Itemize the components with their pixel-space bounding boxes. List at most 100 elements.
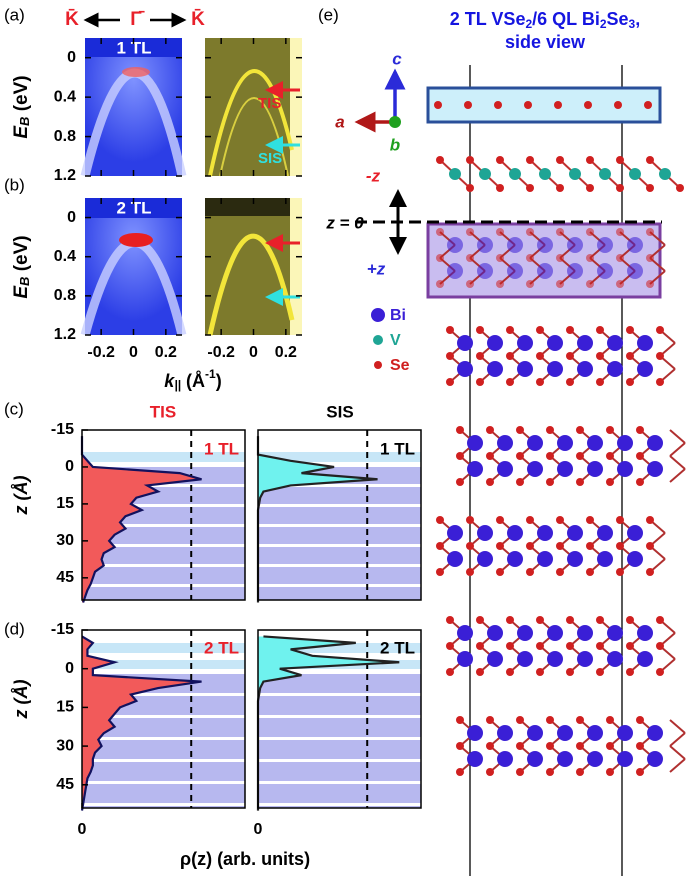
atom [479, 168, 491, 180]
atom [606, 716, 614, 724]
atom [626, 326, 634, 334]
atom [617, 461, 633, 477]
x-tick-label: 0.2 [275, 344, 297, 361]
bond [670, 443, 685, 456]
atom [616, 568, 624, 576]
atom [506, 616, 514, 624]
z-label: -z [366, 166, 381, 185]
atom [557, 461, 573, 477]
layer-band [82, 762, 245, 781]
y-tick-label: 0 [67, 49, 76, 66]
atom [587, 725, 603, 741]
y-tick-label: 0.4 [54, 88, 76, 105]
atom [616, 516, 624, 524]
atom [466, 568, 474, 576]
atom [626, 642, 634, 650]
atom [494, 101, 502, 109]
atom [597, 525, 613, 541]
structure-title: 2 TL VSe2/6 QL Bi2Se3, [450, 9, 641, 31]
x-tick-label: 0 [249, 344, 258, 361]
atom [436, 280, 444, 288]
atom [607, 625, 623, 641]
atom [646, 228, 654, 236]
x-tick-label: 0.2 [155, 344, 177, 361]
atom [536, 642, 544, 650]
x-axis-label: ρ(z) (arb. units) [180, 849, 310, 869]
atom [576, 768, 584, 776]
y-tick-label: -15 [51, 621, 74, 638]
atom [516, 768, 524, 776]
y-tick-label: 15 [56, 699, 74, 716]
legend-label: Bi [390, 307, 406, 324]
atom [497, 461, 513, 477]
y-tick-label: 0.8 [54, 287, 76, 304]
atom [456, 742, 464, 750]
atom [434, 101, 442, 109]
atom [517, 651, 533, 667]
atom [536, 616, 544, 624]
x-tick-label: -0.2 [87, 344, 115, 361]
k-label: K̄ [65, 9, 79, 30]
axis-dot [389, 116, 401, 128]
atom [647, 461, 663, 477]
atom [547, 335, 563, 351]
atom [497, 725, 513, 741]
atom [536, 326, 544, 334]
axis-label: b [390, 135, 400, 154]
bond [670, 759, 685, 772]
atom [466, 228, 474, 236]
atom [567, 525, 583, 541]
atom [546, 716, 554, 724]
atom [476, 642, 484, 650]
atom [656, 642, 664, 650]
atom [557, 435, 573, 451]
atom [526, 280, 534, 288]
title-part: Se [607, 9, 629, 29]
y-tick-label: 0.8 [54, 128, 76, 145]
atom [527, 435, 543, 451]
atom [627, 551, 643, 567]
region-box [428, 88, 660, 122]
atom [467, 725, 483, 741]
atom [596, 616, 604, 624]
atom [447, 525, 463, 541]
atom [607, 651, 623, 667]
atom [646, 184, 654, 192]
atom [507, 237, 523, 253]
atom [497, 435, 513, 451]
y-tick-label: 0 [67, 209, 76, 226]
band [119, 233, 153, 247]
atom [456, 716, 464, 724]
panel-label: (b) [4, 175, 25, 194]
atom [556, 568, 564, 576]
atom [526, 184, 534, 192]
atom [516, 716, 524, 724]
atom [436, 542, 444, 550]
atom [476, 352, 484, 360]
atom [606, 426, 614, 434]
atom [507, 551, 523, 567]
atom [466, 280, 474, 288]
layer-band [258, 487, 421, 504]
atom [646, 542, 654, 550]
atom [556, 156, 564, 164]
y-tick-label: 1.2 [54, 326, 76, 343]
atom [547, 361, 563, 377]
panel-label: (d) [4, 619, 25, 638]
atom [507, 525, 523, 541]
atom [584, 101, 592, 109]
x-axis-label: k|| (Å-1) [164, 367, 221, 392]
atom [586, 254, 594, 262]
atom [646, 516, 654, 524]
arpes-image [85, 38, 182, 176]
atom [557, 725, 573, 741]
atom [446, 378, 454, 386]
atom [626, 378, 634, 386]
atom [646, 568, 654, 576]
layer-band [258, 587, 421, 600]
panel-label: (a) [4, 5, 25, 24]
y-tick-label: 1.2 [54, 167, 76, 184]
atom [586, 280, 594, 288]
atom [546, 742, 554, 750]
y-tick-label: 0 [65, 660, 74, 677]
